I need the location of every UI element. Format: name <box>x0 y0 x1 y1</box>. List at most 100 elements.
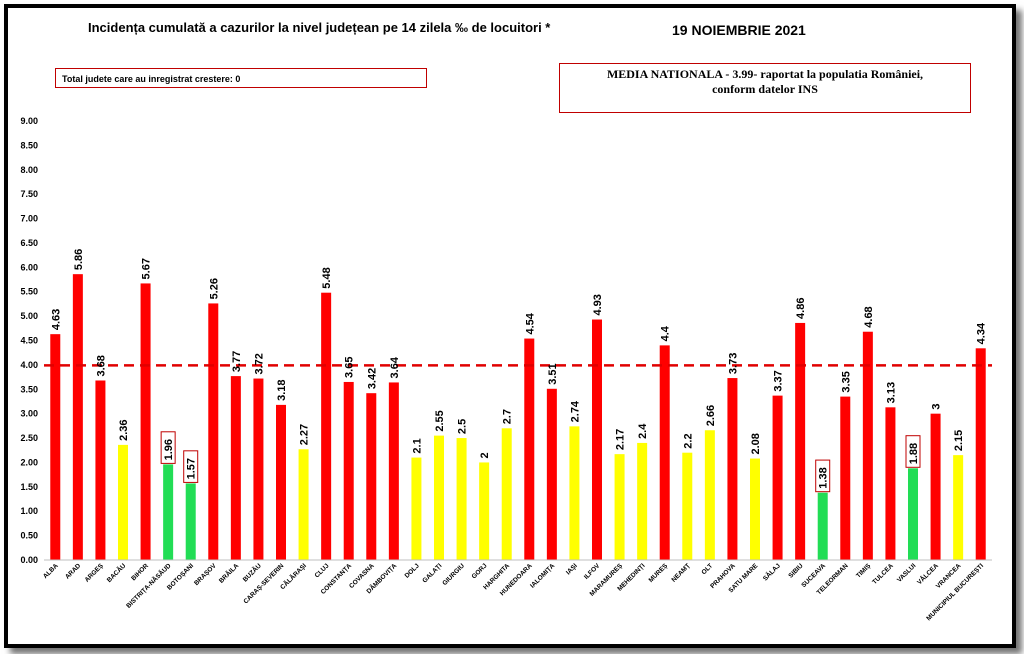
report-date: 19 NOIEMBRIE 2021 <box>672 22 806 38</box>
x-tick-label: MUREȘ <box>648 562 670 584</box>
bar <box>817 492 828 560</box>
y-tick-label: 0.00 <box>20 555 38 565</box>
data-label: 4.93 <box>592 294 604 315</box>
y-tick-label: 4.00 <box>20 360 38 370</box>
bar <box>524 338 535 560</box>
data-label: 1.38 <box>818 467 830 488</box>
bar <box>795 322 806 560</box>
y-tick-label: 8.00 <box>20 165 38 175</box>
data-label: 4.68 <box>863 306 875 327</box>
data-label: 3.77 <box>231 351 243 372</box>
data-label: 2.27 <box>299 424 311 445</box>
y-tick-label: 5.50 <box>20 287 38 297</box>
data-label: 1.88 <box>908 443 920 464</box>
bar <box>592 319 602 560</box>
y-tick-label: 8.50 <box>20 140 38 150</box>
x-tick-label: ARGEȘ <box>84 562 106 584</box>
bar <box>185 483 196 560</box>
data-label: 4.54 <box>524 312 536 334</box>
y-axis: 0.00 0.50 1.00 1.50 2.00 2.50 3.00 3.50 4.00 4.50… <box>20 116 38 565</box>
bar <box>411 457 422 560</box>
bar <box>614 454 625 560</box>
y-tick-label: 1.50 <box>20 482 38 492</box>
data-label-box <box>183 450 199 483</box>
data-label: 2.55 <box>434 410 446 431</box>
bar <box>908 468 918 560</box>
bars <box>50 274 986 560</box>
x-tick-label: SĂLAJ <box>761 561 783 583</box>
national-average-box: MEDIA NATIONALA - 3.99- raportat la popu… <box>559 63 971 113</box>
data-label: 3.13 <box>885 382 897 403</box>
bar <box>298 449 309 560</box>
data-label-box <box>815 459 831 493</box>
data-label: 2.15 <box>953 430 965 451</box>
bar <box>862 331 873 560</box>
x-tick-label: VASLUI <box>896 562 918 584</box>
data-label: 5.86 <box>73 249 85 270</box>
data-label: 2.7 <box>502 409 514 424</box>
data-label: 3.42 <box>366 368 378 389</box>
x-tick-label: GALAȚI <box>421 562 443 584</box>
national-average-line1: MEDIA NATIONALA - 3.99- raportat la popu… <box>606 67 924 81</box>
x-tick-label: BIHOR <box>130 562 150 582</box>
data-label: 3.35 <box>840 371 852 392</box>
x-tick-label: TIMIȘ <box>855 562 873 580</box>
x-tick-label: BRAȘOV <box>193 562 218 587</box>
x-tick-label: OLT <box>700 562 714 576</box>
bar <box>50 334 61 560</box>
y-tick-label: 5.00 <box>20 311 38 321</box>
data-label: 4.4 <box>660 325 672 341</box>
x-tick-label: GORJ <box>471 562 489 580</box>
bar <box>253 378 264 560</box>
y-tick-label: 9.00 <box>20 116 38 126</box>
x-axis: ALBA ARAD ARGEȘ BACĂU BIHORBISTRIȚA-NĂSĂUDBO… <box>42 559 992 622</box>
data-label: 3.72 <box>253 353 265 374</box>
data-label: 3.18 <box>276 379 288 400</box>
bar <box>479 462 490 560</box>
x-tick-label: BRĂILA <box>217 561 241 585</box>
x-tick-label: CARAȘ-SEVERIN <box>242 562 285 605</box>
bar <box>140 283 151 560</box>
bar <box>208 303 219 560</box>
x-tick-label: BACĂU <box>104 561 127 584</box>
y-tick-label: 2.00 <box>20 457 38 467</box>
bar <box>682 452 693 560</box>
bar <box>930 413 941 560</box>
y-tick-label: 6.50 <box>20 238 38 248</box>
y-tick-label: 4.50 <box>20 336 38 346</box>
bar <box>95 380 106 560</box>
x-tick-label: DOLJ <box>404 562 421 579</box>
y-tick-label: 6.00 <box>20 262 38 272</box>
bar <box>321 292 332 560</box>
bar <box>546 388 557 560</box>
data-label: 3.64 <box>389 356 401 378</box>
data-label: 4.63 <box>50 309 62 330</box>
growth-note-box: Total judete care au inregistrat crester… <box>55 68 427 88</box>
data-label: 3.51 <box>547 363 559 384</box>
bar <box>72 274 83 560</box>
y-tick-label: 7.50 <box>20 189 38 199</box>
data-label: 5.67 <box>141 258 153 279</box>
x-tick-label: GIURGIU <box>441 562 466 587</box>
x-tick-label: NEAMȚ <box>670 562 691 583</box>
bar <box>840 396 851 560</box>
bar <box>343 381 354 560</box>
x-tick-label: ALBA <box>42 562 60 580</box>
bar <box>118 444 128 560</box>
x-tick-label: IAȘI <box>565 562 579 576</box>
bar <box>637 442 648 560</box>
data-label: 4.86 <box>795 298 807 319</box>
data-label: 3 <box>931 404 943 410</box>
data-label: 2 <box>479 452 491 458</box>
chart-title: Incidența cumulată a cazurilor la nivel … <box>88 20 551 35</box>
bar <box>750 458 760 560</box>
bar <box>953 455 964 560</box>
data-label: 4.34 <box>976 322 988 344</box>
data-label: 2.66 <box>705 405 717 426</box>
bar <box>727 378 738 560</box>
y-tick-label: 2.50 <box>20 433 38 443</box>
x-tick-label: ILFOV <box>583 562 602 581</box>
data-label: 5.26 <box>208 278 220 299</box>
bar <box>569 426 580 560</box>
